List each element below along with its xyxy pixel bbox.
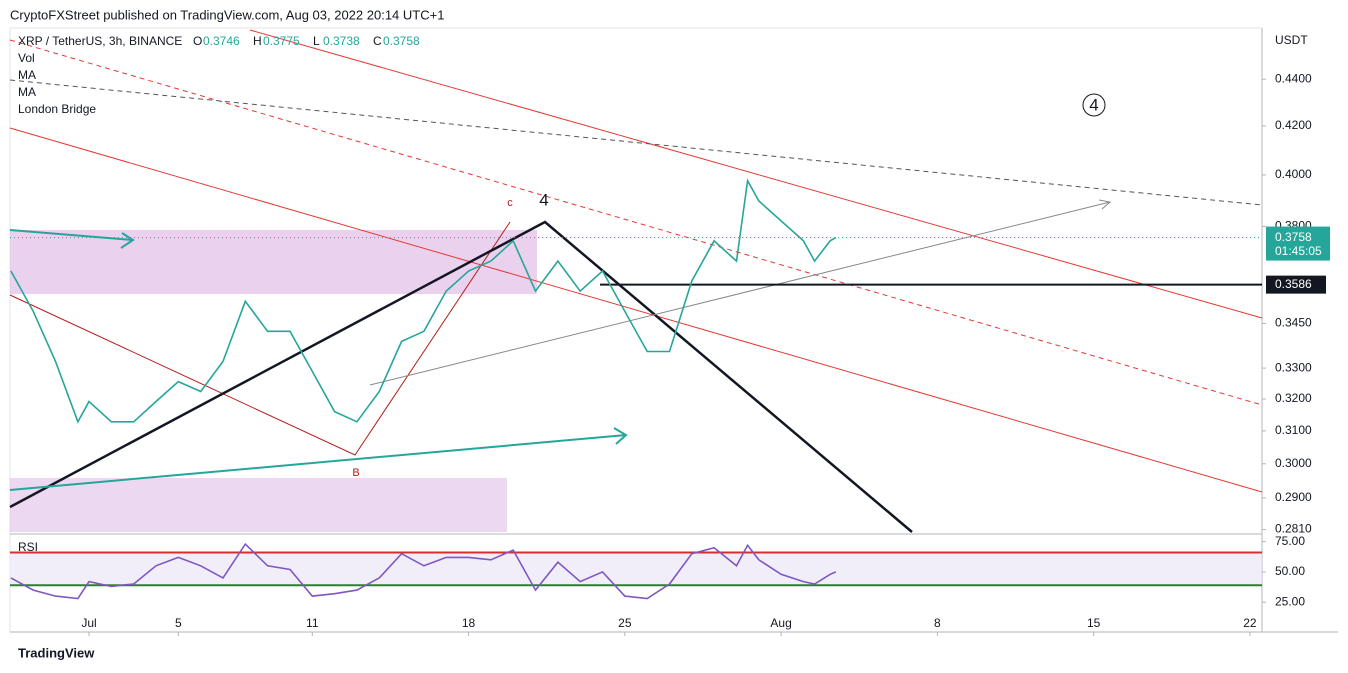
y-tick-label: 25.00 xyxy=(1275,594,1305,608)
band-fill xyxy=(10,552,1262,586)
ohlc-value: 0.3758 xyxy=(383,34,420,48)
x-tick-label: 25 xyxy=(618,616,632,630)
countdown: 01:45:05 xyxy=(1275,244,1322,258)
x-tick-label: 11 xyxy=(306,616,319,630)
logo: TradingView xyxy=(18,645,95,660)
y-tick-label: 0.2900 xyxy=(1275,490,1312,504)
ohlc-key: C xyxy=(373,34,382,48)
x-tick-label: Aug xyxy=(770,616,791,630)
arrow-head xyxy=(120,232,135,249)
last-price-label: 0.3758 xyxy=(1275,230,1312,244)
zone xyxy=(10,478,507,532)
publisher: CryptoFXStreet published on TradingView.… xyxy=(10,7,444,22)
last-price-box xyxy=(1266,226,1330,261)
ohlc-key: L xyxy=(313,34,320,48)
y-tick-label: 0.3000 xyxy=(1275,456,1312,470)
wave-label: 4 xyxy=(539,190,548,209)
indicator: MA xyxy=(18,85,36,99)
level-label: 0.3586 xyxy=(1275,277,1312,291)
x-tick-label: 8 xyxy=(934,616,941,630)
trend-line xyxy=(9,79,1263,206)
ohlc-value: 0.3746 xyxy=(203,34,240,48)
y-tick-label: 0.3450 xyxy=(1275,316,1312,330)
y-tick-label: 0.4000 xyxy=(1275,167,1312,181)
wave-label: 4 xyxy=(1089,95,1098,114)
y-tick-label: 0.4200 xyxy=(1275,118,1312,132)
wave-label: c xyxy=(507,197,513,209)
arrow-head xyxy=(1098,199,1112,210)
y-tick-label: 75.00 xyxy=(1275,534,1305,548)
trend-line xyxy=(9,127,1263,493)
arrow xyxy=(9,229,134,241)
y-tick-label: 0.3100 xyxy=(1275,423,1312,437)
ohlc-key: H xyxy=(253,34,262,48)
wedge xyxy=(9,221,511,456)
zone xyxy=(10,230,537,294)
wave-circle xyxy=(1082,93,1106,117)
price-line xyxy=(10,178,837,424)
ohlc-value: 0.3738 xyxy=(323,34,360,48)
arrow-head xyxy=(613,427,628,445)
ohlc-value: 0.3775 xyxy=(263,34,300,48)
y-tick-label: 0.2810 xyxy=(1275,522,1312,536)
price-line xyxy=(10,542,837,600)
pane-title: RSI xyxy=(18,540,38,554)
drawings xyxy=(9,29,1263,533)
wave-label: B xyxy=(352,467,359,479)
symbol: XRP / TetherUS, 3h, BINANCE xyxy=(18,34,182,48)
ohlc-key: O xyxy=(193,34,202,48)
x-tick-label: 15 xyxy=(1087,616,1101,630)
indicator: London Bridge xyxy=(18,102,96,116)
x-tick-label: 18 xyxy=(462,616,476,630)
x-tick-label: Jul xyxy=(81,616,96,630)
indicator: MA xyxy=(18,68,36,82)
arrow xyxy=(9,434,627,491)
y-tick-label: 0.4400 xyxy=(1275,71,1312,85)
y-tick-label: 0.3200 xyxy=(1275,391,1312,405)
arrow xyxy=(369,201,1111,386)
trend-line xyxy=(249,29,1263,319)
x-tick-label: 22 xyxy=(1243,616,1257,630)
x-tick-label: 5 xyxy=(175,616,182,630)
y-axis-title: USDT xyxy=(1275,33,1308,47)
y-tick-label: 0.3300 xyxy=(1275,360,1312,374)
wave-line xyxy=(9,220,913,533)
indicator: Vol xyxy=(18,51,35,65)
y-tick-label: 50.00 xyxy=(1275,564,1305,578)
level-box xyxy=(1266,275,1326,294)
